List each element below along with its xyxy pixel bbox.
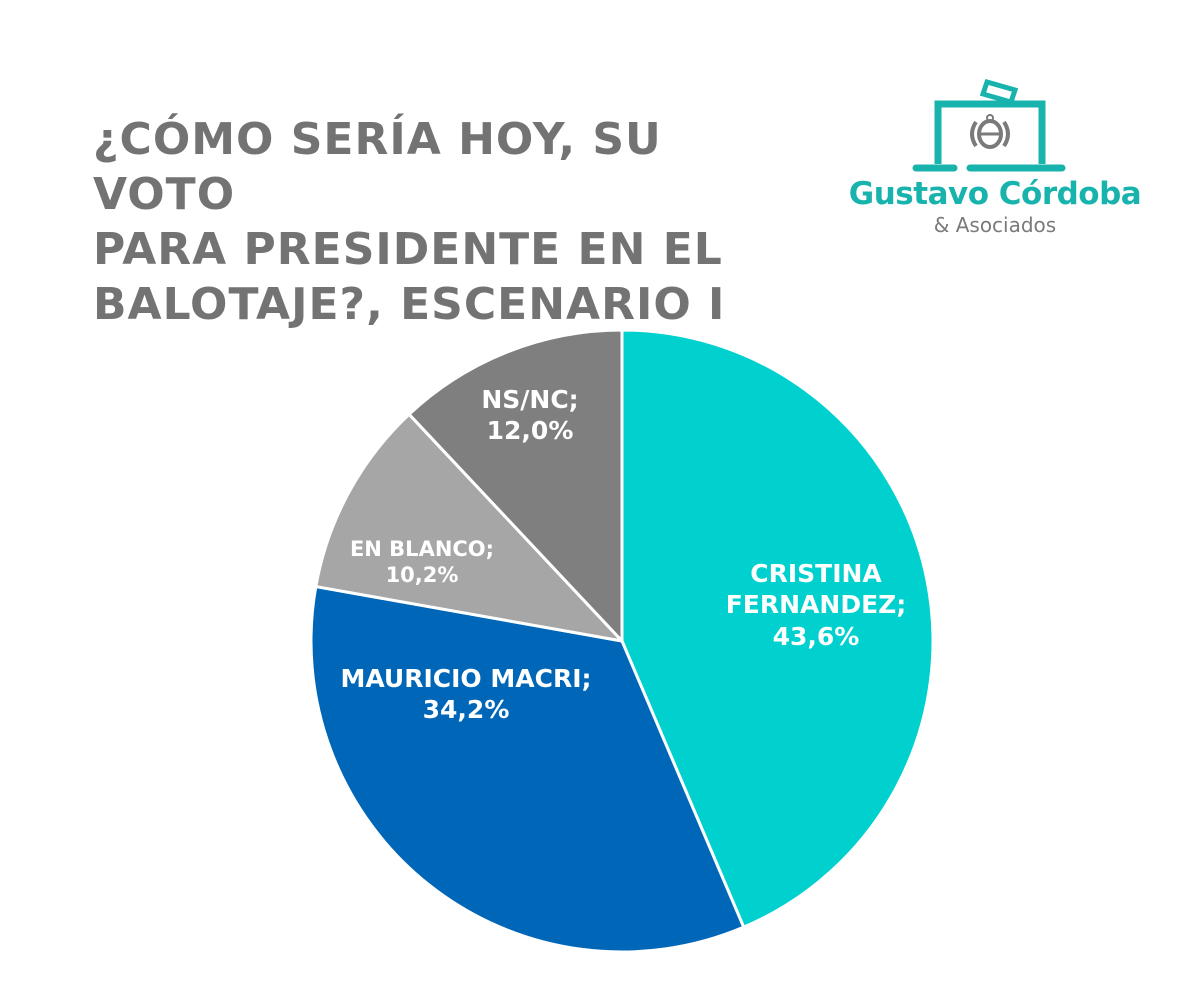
company-logo: Gustavo Córdoba & Asociados: [830, 72, 1160, 242]
slice-label-macri: MAURICIO MACRI; 34,2%: [340, 663, 592, 724]
pie-slice: [309, 585, 746, 954]
chart-title-line: ¿CÓMO SERÍA HOY, SU VOTO: [93, 114, 662, 220]
pie-slice: [407, 328, 624, 643]
chart-title-line: BALOTAJE?, ESCENARIO I: [93, 279, 726, 330]
ballot-box-icon: [912, 78, 1066, 172]
logo-name: Gustavo Córdoba: [848, 176, 1142, 212]
pie-slice: [620, 328, 935, 929]
chart-title-line: PARA PRESIDENTE EN EL: [93, 224, 723, 275]
logo-subtitle: & Asociados: [933, 213, 1057, 237]
pie-slice: [314, 412, 624, 643]
slice-label-cristina: CRISTINA FERNANDEZ; 43,6%: [725, 559, 907, 651]
slice-label-en-blanco: EN BLANCO; 10,2%: [349, 536, 495, 587]
slice-label-nsnc: NS/NC; 12,0%: [481, 384, 579, 445]
chart-title: ¿CÓMO SERÍA HOY, SU VOTO PARA PRESIDENTE…: [93, 112, 813, 332]
